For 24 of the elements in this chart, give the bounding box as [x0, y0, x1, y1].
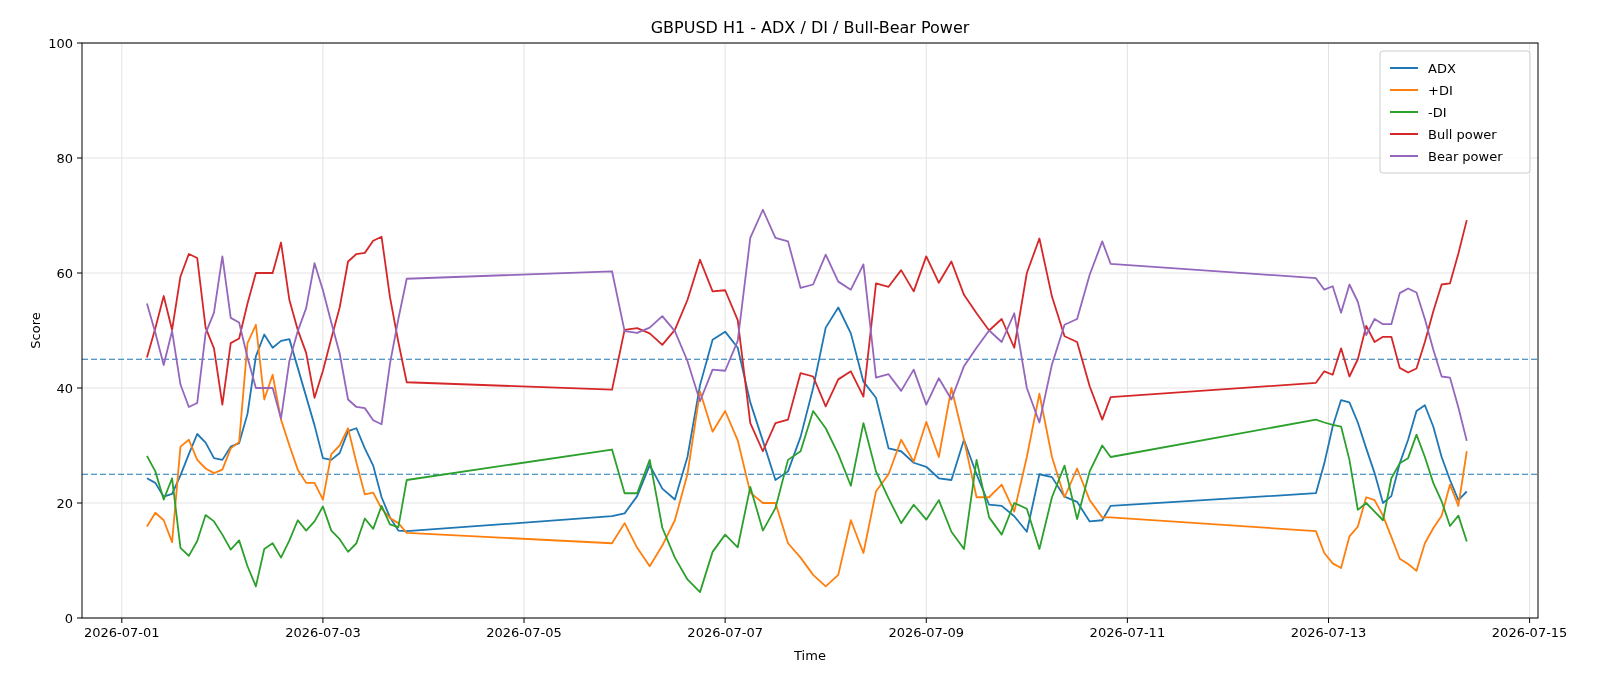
x-tick-label: 2026-07-01: [84, 625, 160, 640]
x-tick-label: 2026-07-11: [1089, 625, 1166, 640]
y-tick-label: 60: [56, 265, 73, 281]
legend-label: ADX: [1428, 60, 1456, 76]
legend-label: -DI: [1428, 104, 1447, 120]
x-tick-label: 2026-07-05: [486, 625, 562, 640]
legend-label: Bull power: [1428, 126, 1498, 142]
chart-title: GBPUSD H1 - ADX / DI / Bull-Bear Power: [650, 18, 970, 37]
y-tick-label: 40: [56, 380, 73, 396]
y-tick-label: 100: [48, 35, 73, 51]
x-tick-label: 2026-07-03: [285, 625, 361, 640]
line-series: [146, 410, 1468, 594]
x-tick-label: 2026-07-13: [1290, 625, 1367, 640]
y-tick-label: 80: [56, 150, 73, 166]
y-axis-title: Score: [28, 312, 43, 349]
x-tick-label: 2026-07-07: [687, 625, 763, 640]
y-tick-label: 20: [56, 495, 73, 511]
y-tick-label: 0: [64, 610, 73, 626]
x-tick-label: 2026-07-15: [1491, 625, 1568, 640]
legend-label: +DI: [1428, 82, 1453, 98]
legend-label: Bear power: [1428, 148, 1504, 164]
x-axis-title: Time: [793, 648, 826, 663]
line-series: [146, 323, 1468, 588]
x-tick-label: 2026-07-09: [888, 625, 965, 640]
